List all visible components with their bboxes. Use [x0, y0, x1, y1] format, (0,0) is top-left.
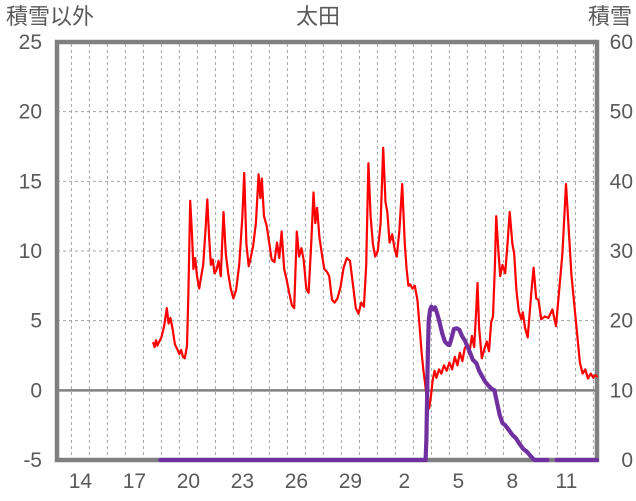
x-axis-tick-label: 2 — [399, 470, 411, 493]
left-axis-tick-label: 20 — [19, 101, 42, 124]
right-axis-tick-label: 10 — [610, 379, 633, 402]
right-axis-tick-label: 50 — [610, 101, 633, 124]
x-axis-tick-label: 8 — [507, 470, 519, 493]
chart-title: 太田 — [295, 4, 340, 29]
left-axis-tick-label: 15 — [19, 170, 42, 193]
x-axis-tick-label: 11 — [555, 470, 577, 493]
left-axis-title: 積雪以外 — [6, 4, 95, 29]
x-axis-tick-label: 23 — [231, 470, 254, 493]
x-axis-tick-label: 26 — [285, 470, 308, 493]
x-axis-tick-label: 5 — [453, 470, 465, 493]
left-axis-tick-label: 10 — [19, 240, 42, 263]
x-axis-tick-label: 14 — [69, 470, 93, 493]
left-axis-tick-label: 25 — [19, 31, 42, 54]
left-axis-tick-label: 0 — [30, 379, 42, 402]
x-axis-tick-label: 20 — [177, 470, 200, 493]
x-axis-tick-label: 29 — [339, 470, 362, 493]
left-axis-tick-label: 5 — [30, 310, 42, 333]
left-axis-tick-label: -5 — [23, 449, 42, 472]
right-axis-tick-label: 40 — [610, 170, 633, 193]
x-axis-tick-label: 17 — [123, 470, 146, 493]
right-axis-tick-label: 60 — [610, 31, 633, 54]
temperature-non-snow-line — [152, 146, 599, 410]
right-axis-title: 積雪 — [587, 4, 632, 29]
right-axis-tick-label: 20 — [610, 310, 633, 333]
snow-depth-line — [158, 304, 550, 463]
right-axis-tick-label: 0 — [621, 449, 633, 472]
right-axis-tick-label: 30 — [610, 240, 633, 263]
